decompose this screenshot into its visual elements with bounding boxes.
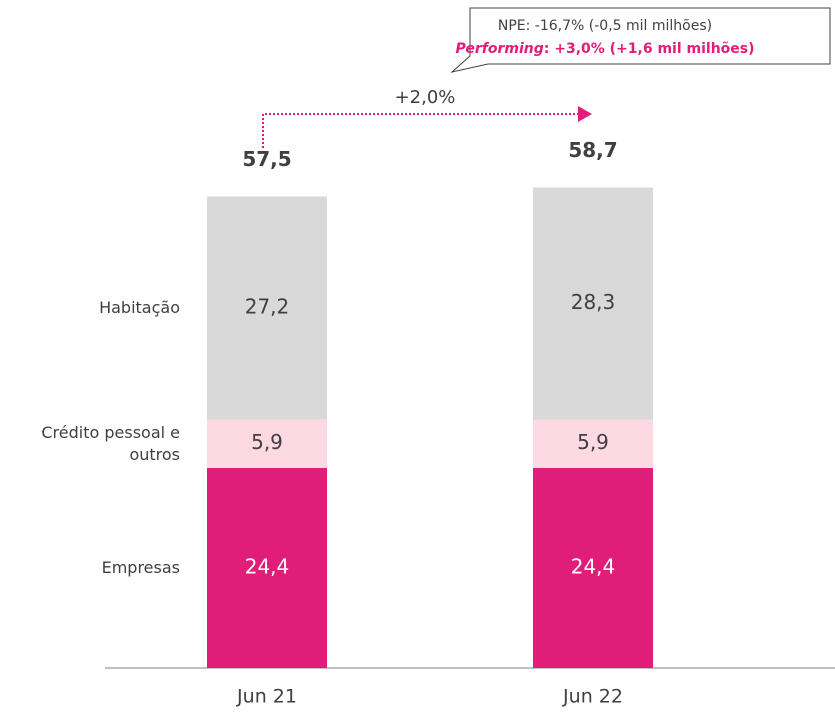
x-tick-label: Jun 21 <box>236 686 297 708</box>
value-label: 5,9 <box>251 430 283 454</box>
bar-segment <box>533 419 653 468</box>
value-label: 27,2 <box>245 295 290 319</box>
bar-segment <box>533 187 653 420</box>
legend-label: Empresas <box>101 557 180 577</box>
growth-arrow-head <box>578 106 592 122</box>
legend-item: Empresas <box>101 557 180 577</box>
bar-segment <box>207 196 327 420</box>
legend-item: Crédito pessoal e outros <box>41 422 180 464</box>
callout-performing: Performing: +3,0% (+1,6 mil milhões) <box>455 41 754 57</box>
total-label: 57,5 <box>242 147 291 171</box>
callout-npe: NPE: -16,7% (-0,5 mil milhões) <box>498 18 712 34</box>
bar-segment <box>533 467 653 668</box>
callout-box <box>450 7 831 73</box>
growth-arrow <box>262 113 580 148</box>
legend-label: Crédito pessoal e outros <box>41 422 180 464</box>
value-label: 28,3 <box>571 290 616 314</box>
callout-performing-label: Performing <box>455 41 543 57</box>
value-label: 24,4 <box>245 554 290 578</box>
legend-label: Habitação <box>99 298 180 318</box>
callout-performing-text: : +3,0% (+1,6 mil milhões) <box>544 41 755 57</box>
legend-item: Habitação <box>99 298 180 318</box>
bar-segment <box>207 419 327 468</box>
value-label: 5,9 <box>577 430 609 454</box>
growth-label: +2,0% <box>395 87 456 108</box>
x-tick-label: Jun 22 <box>562 686 623 708</box>
total-label: 58,7 <box>568 138 617 162</box>
value-label: 24,4 <box>571 554 616 578</box>
bar-segment <box>207 467 327 668</box>
